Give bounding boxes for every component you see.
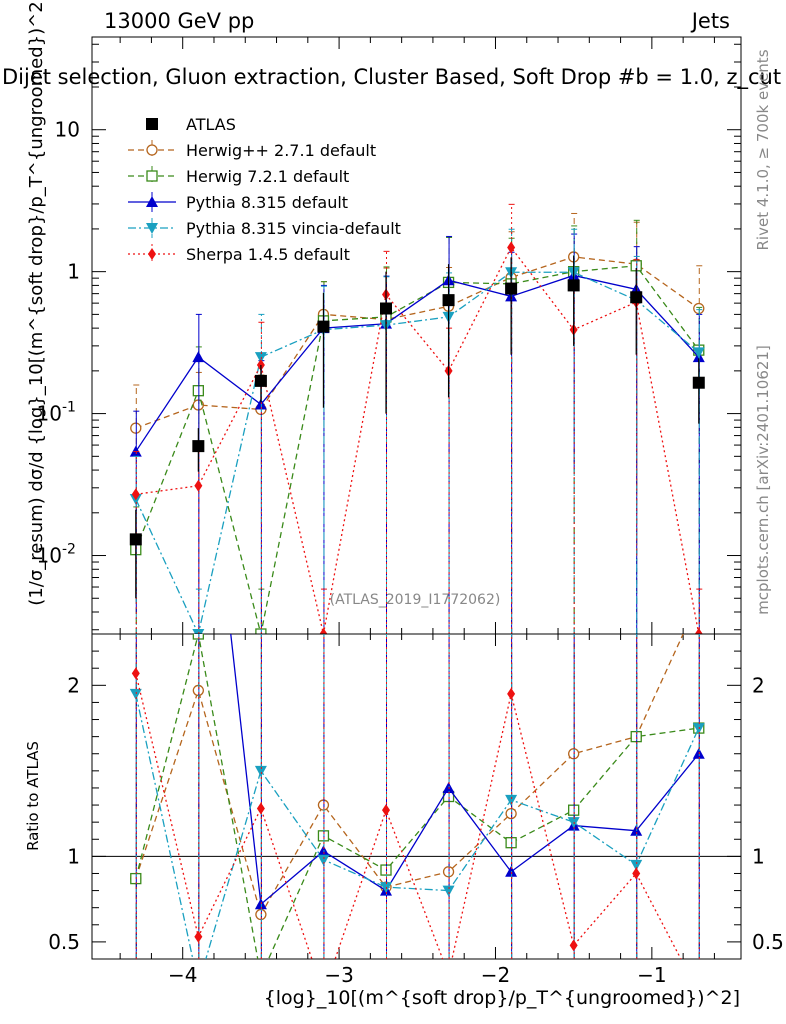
ratio-point-sherpa-1-4-5-default — [445, 968, 453, 980]
y-tick-label-right: 0.5 — [752, 930, 784, 954]
ratio-point-sherpa-1-4-5-default — [131, 667, 140, 680]
ratio-line-pythia-8-315-default — [230, 634, 700, 906]
legend-marker-pythia-8-315-vincia-default — [146, 223, 158, 234]
energy-label: 13000 GeV pp — [104, 9, 254, 33]
y-tick-label: 10 — [55, 118, 80, 142]
legend-label-atlas: ATLAS — [186, 115, 236, 134]
y-tick-label: 1 — [67, 844, 80, 868]
ratio-line-sherpa-1-4-5-default — [135, 673, 682, 959]
legend-marker-sherpa-1-4-5-default — [148, 248, 156, 260]
ratio-line-herwig-7-2-1-default — [135, 634, 699, 959]
legend: ATLAS Herwig++ 2.7.1 default Herwig 7.2.1 … — [128, 115, 401, 264]
ratio-point-herwig-7-2-1-default — [256, 971, 266, 981]
ratio-point-pythia-8-315-vincia-default — [317, 854, 330, 866]
y-tick-label: -2 — [62, 542, 76, 558]
atlas-data-point — [567, 279, 580, 292]
ratio-plot-area — [129, 252, 705, 981]
y-tick-label: 10 — [37, 544, 62, 568]
ratio-point-sherpa-1-4-5-default — [256, 802, 265, 815]
main-plot-area — [129, 203, 705, 634]
series-line-herwig-7-2-1-default — [135, 265, 700, 634]
x-axis-label: {log}_10[(m^{soft drop}/p_T^{ungroomed})… — [264, 987, 740, 1009]
analysis-tag: (ATLAS_2019_I1772062) — [330, 592, 501, 608]
ratio-point-sherpa-1-4-5-default — [382, 804, 391, 817]
legend-label-herwig-2-7-1-default: Herwig++ 2.7.1 default — [186, 141, 376, 160]
legend-label-pythia-8-315-vincia-default: Pythia 8.315 vincia-default — [186, 219, 401, 238]
ratio-point-pythia-8-315-vincia-default — [630, 859, 643, 871]
ratio-line-herwig-2-7-1-default — [135, 634, 684, 917]
series-line-pythia-8-315-vincia-default — [135, 271, 700, 634]
ratio-point-pythia-8-315-vincia-default — [254, 765, 267, 777]
data-point-pythia-8-315-vincia-default — [192, 629, 205, 634]
ratio-point-sherpa-1-4-5-default — [194, 930, 203, 943]
ratio-point-pythia-8-315-vincia-default — [442, 885, 455, 897]
y-tick-label: 0.5 — [48, 930, 80, 954]
legend-label-pythia-8-315-default: Pythia 8.315 default — [186, 193, 348, 212]
data-point-sherpa-1-4-5-default — [507, 241, 516, 254]
atlas-data-point — [129, 533, 142, 546]
atlas-data-point — [692, 376, 705, 389]
legend-marker-herwig-7-2-1-default — [146, 170, 158, 182]
y-tick-label: 10 — [37, 402, 62, 426]
legend-marker-atlas — [146, 118, 158, 130]
atlas-data-point — [630, 291, 643, 304]
group-label: Jets — [690, 9, 730, 33]
y-tick-label-right: 2 — [752, 673, 765, 697]
ratio-point-sherpa-1-4-5-default — [632, 867, 641, 880]
ratio-point-sherpa-1-4-5-default — [569, 939, 578, 952]
data-point-sherpa-1-4-5-default — [194, 479, 203, 492]
data-point-sherpa-1-4-5-default — [131, 488, 140, 501]
legend-marker-pythia-8-315-default — [146, 196, 158, 207]
atlas-data-point — [254, 374, 267, 387]
chart-title: Dijet selection, Gluon extraction, Clust… — [2, 65, 786, 90]
data-point-sherpa-1-4-5-default — [319, 628, 328, 634]
atlas-data-point — [380, 302, 393, 315]
x-tick-label: −4 — [168, 963, 197, 987]
atlas-data-point — [192, 440, 205, 453]
y-axis-label-ratio: Ratio to ATLAS — [24, 741, 42, 851]
x-tick-label: −3 — [324, 963, 353, 987]
x-tick-label: −2 — [481, 963, 510, 987]
y-tick-label: -1 — [62, 400, 76, 416]
ratio-frame — [91, 633, 742, 960]
ratio-point-pythia-8-315-vincia-default — [129, 688, 142, 700]
legend-marker-herwig-2-7-1-default — [146, 144, 158, 156]
rivet-label: Rivet 4.1.0, ≥ 700k events — [754, 49, 772, 250]
ratio-point-pythia-8-315-default — [130, 252, 142, 263]
y-tick-label-right: 1 — [752, 844, 765, 868]
ratio-point-pythia-8-315-vincia-default — [505, 794, 518, 806]
series-line-pythia-8-315-default — [135, 274, 700, 452]
ratio-panel: −4 −3 −2 −1 0.5 0.5 1 1 2 2 — [48, 252, 784, 987]
y-tick-label: 2 — [67, 673, 80, 697]
atlas-data-point — [442, 294, 455, 307]
series-line-sherpa-1-4-5-default — [135, 246, 700, 634]
y-axis-label-main: (1/σ_resum) dσ/d {log}_10[(m^{soft drop}… — [26, 0, 47, 606]
x-tick-label: −1 — [637, 963, 666, 987]
legend-label-herwig-7-2-1-default: Herwig 7.2.1 default — [186, 167, 349, 186]
ratio-point-sherpa-1-4-5-default — [507, 687, 516, 700]
data-point-pythia-8-315-vincia-default — [692, 347, 705, 359]
mcplots-label: mcplots.cern.ch [arXiv:2401.10621] — [754, 345, 772, 615]
data-point-pythia-8-315-default — [192, 351, 205, 363]
atlas-data-point — [317, 320, 330, 333]
legend-label-sherpa-1-4-5-default: Sherpa 1.4.5 default — [186, 245, 350, 264]
series-line-herwig-2-7-1-default — [135, 256, 700, 429]
data-point-sherpa-1-4-5-default — [694, 628, 703, 634]
y-tick-label: 1 — [67, 260, 80, 284]
atlas-data-point — [505, 282, 518, 295]
